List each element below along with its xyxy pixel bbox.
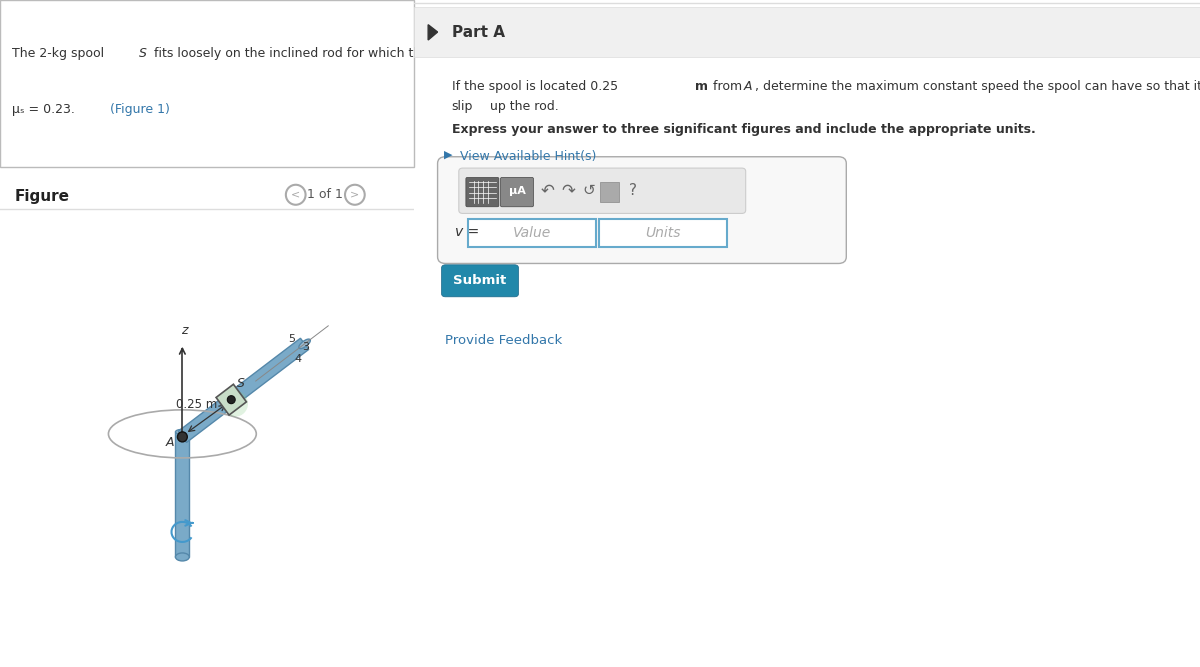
Text: S: S — [139, 47, 146, 59]
FancyBboxPatch shape — [468, 219, 595, 247]
FancyBboxPatch shape — [500, 177, 534, 207]
Text: up the rod.: up the rod. — [486, 100, 559, 113]
Text: A: A — [166, 436, 174, 450]
Polygon shape — [179, 338, 308, 442]
Circle shape — [227, 396, 235, 404]
Text: m: m — [695, 80, 708, 93]
FancyBboxPatch shape — [600, 182, 619, 202]
Text: Figure: Figure — [14, 189, 70, 203]
Text: If the spool is located 0.25: If the spool is located 0.25 — [451, 80, 622, 93]
Text: 1 of 1: 1 of 1 — [307, 188, 343, 201]
Ellipse shape — [175, 553, 190, 561]
Text: z: z — [181, 324, 187, 337]
Text: >: > — [350, 190, 360, 199]
Text: Units: Units — [646, 227, 680, 240]
Circle shape — [178, 432, 187, 442]
Polygon shape — [428, 25, 438, 40]
Polygon shape — [175, 432, 190, 557]
Text: ▶: ▶ — [444, 150, 452, 160]
Text: Express your answer to three significant figures and include the appropriate uni: Express your answer to three significant… — [451, 123, 1036, 136]
Text: μA: μA — [509, 187, 526, 196]
Text: from: from — [709, 80, 746, 93]
FancyBboxPatch shape — [466, 177, 499, 207]
Text: fits loosely on the inclined rod for which the coefficient of static friction is: fits loosely on the inclined rod for whi… — [150, 47, 616, 59]
Circle shape — [222, 391, 248, 417]
Text: Submit: Submit — [454, 274, 506, 287]
FancyBboxPatch shape — [600, 219, 727, 247]
Polygon shape — [216, 384, 246, 415]
Text: ?: ? — [629, 183, 636, 198]
Text: <: < — [292, 190, 300, 199]
Text: 0.25 m: 0.25 m — [176, 398, 217, 411]
Text: View Available Hint(s): View Available Hint(s) — [460, 150, 596, 163]
FancyBboxPatch shape — [442, 265, 518, 297]
Text: 4: 4 — [294, 354, 301, 364]
Text: (Figure 1): (Figure 1) — [109, 103, 169, 116]
Text: v =: v = — [455, 225, 479, 239]
Text: slip: slip — [451, 100, 473, 113]
Text: Provide Feedback: Provide Feedback — [445, 334, 563, 346]
Text: Part A: Part A — [451, 25, 505, 39]
FancyBboxPatch shape — [414, 7, 1200, 57]
Text: 3: 3 — [302, 342, 308, 352]
FancyBboxPatch shape — [438, 157, 846, 263]
Text: , determine the maximum constant speed the spool can have so that it does not: , determine the maximum constant speed t… — [755, 80, 1200, 93]
Text: A: A — [744, 80, 752, 93]
Text: μₛ = 0.23.: μₛ = 0.23. — [12, 103, 83, 116]
Ellipse shape — [175, 430, 190, 434]
FancyBboxPatch shape — [458, 168, 745, 213]
Text: ↺: ↺ — [582, 183, 595, 198]
Text: 5: 5 — [288, 334, 295, 344]
Text: Value: Value — [512, 227, 551, 240]
Text: ↷: ↷ — [562, 182, 575, 199]
Text: The 2-kg spool: The 2-kg spool — [12, 47, 108, 59]
Text: ↶: ↶ — [541, 182, 554, 199]
Ellipse shape — [299, 339, 311, 349]
Text: S: S — [238, 377, 245, 390]
